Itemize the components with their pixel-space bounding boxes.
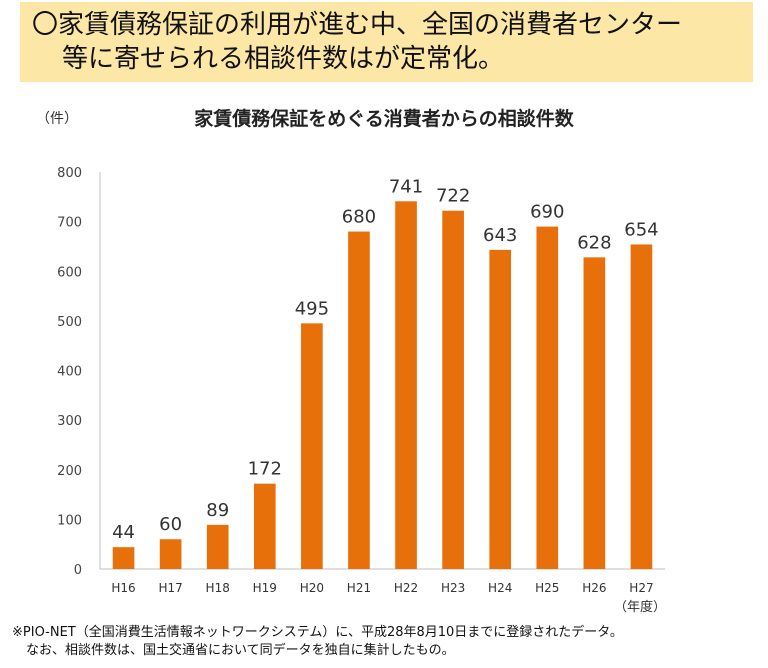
bar-H17 bbox=[159, 539, 182, 569]
y-tick-label: 400 bbox=[57, 365, 82, 380]
value-label-H26: 628 bbox=[577, 232, 611, 253]
value-label-H27: 654 bbox=[624, 219, 658, 240]
bar-H26 bbox=[583, 257, 606, 569]
footnote-line-2: なお、相談件数は、国土交通省において同データを独自に集計したもの。 bbox=[26, 643, 455, 658]
value-label-H20: 495 bbox=[295, 298, 329, 319]
y-tick-label: 800 bbox=[57, 166, 82, 181]
bar-H24 bbox=[489, 249, 512, 569]
bar-H21 bbox=[348, 231, 370, 570]
x-tick-label: H16 bbox=[111, 581, 135, 595]
y-tick-label: 600 bbox=[57, 265, 82, 280]
y-tick-label: 500 bbox=[57, 315, 82, 330]
bar-H20 bbox=[301, 323, 323, 569]
y-tick-label: 200 bbox=[57, 464, 82, 479]
value-label-H19: 172 bbox=[248, 459, 282, 480]
y-tick-label: 0 bbox=[74, 563, 82, 578]
x-tick-label: H21 bbox=[347, 581, 371, 595]
y-tick-label: 700 bbox=[57, 216, 82, 231]
x-tick-label: H25 bbox=[535, 581, 559, 595]
bar-chart: 0 100 200 300 400 500 600 700 800 44 60 89 172 495 68… bbox=[57, 166, 666, 615]
x-tick-label: H23 bbox=[441, 581, 465, 595]
value-label-H25: 690 bbox=[530, 202, 564, 223]
bars-group bbox=[112, 201, 653, 570]
bar-H19 bbox=[253, 483, 276, 569]
y-axis-unit-label: （件） bbox=[36, 111, 78, 127]
value-label-H22: 741 bbox=[389, 176, 423, 197]
footnote-line-1: ※PIO-NET（全国消費生活情報ネットワークシステム）に、平成28年8月10日… bbox=[12, 625, 623, 640]
bar-H16 bbox=[112, 547, 135, 569]
headline-banner: 〇家賃債務保証の利用が進む中、全国の消費者センター 等に寄せられる相談件数はが定… bbox=[20, 2, 753, 82]
value-label-H24: 643 bbox=[483, 225, 517, 246]
x-tick-label: H18 bbox=[206, 581, 230, 595]
x-tick-label: H22 bbox=[394, 581, 418, 595]
chart-title: 家賃債務保証をめぐる消費者からの相談件数 bbox=[194, 108, 574, 130]
x-axis-unit-label: （年度） bbox=[614, 599, 666, 615]
headline-line-1: 〇家賃債務保証の利用が進む中、全国の消費者センター bbox=[32, 10, 683, 40]
bar-H22 bbox=[395, 201, 417, 569]
x-tick-label: H27 bbox=[629, 581, 653, 595]
x-axis-ticks: H16 H17 H18 H19 H20 H21 H22 H23 H24 H25 H26 H27 bbox=[111, 581, 653, 595]
x-tick-label: H17 bbox=[158, 581, 182, 595]
bar-H18 bbox=[206, 524, 229, 569]
value-label-H21: 680 bbox=[342, 207, 376, 228]
headline-line-2: 等に寄せられる相談件数はが定常化。 bbox=[62, 44, 505, 74]
value-label-H23: 722 bbox=[436, 186, 470, 207]
value-label-H17: 60 bbox=[159, 514, 182, 535]
y-tick-label: 300 bbox=[57, 414, 82, 429]
bar-H25 bbox=[536, 226, 559, 569]
value-label-H16: 44 bbox=[112, 522, 135, 543]
x-tick-label: H20 bbox=[300, 581, 324, 595]
x-tick-label: H26 bbox=[582, 581, 606, 595]
y-tick-label: 100 bbox=[57, 513, 82, 528]
x-tick-label: H19 bbox=[253, 581, 277, 595]
value-label-H18: 89 bbox=[206, 500, 229, 521]
value-labels-group: 44 60 89 172 495 680 741 722 643 690 628 654 bbox=[112, 176, 659, 543]
footnote: ※PIO-NET（全国消費生活情報ネットワークシステム）に、平成28年8月10日… bbox=[12, 624, 623, 660]
y-axis-ticks: 0 100 200 300 400 500 600 700 800 bbox=[57, 166, 82, 578]
bar-H27 bbox=[630, 244, 653, 569]
bar-H23 bbox=[442, 210, 464, 569]
x-tick-label: H24 bbox=[488, 581, 512, 595]
